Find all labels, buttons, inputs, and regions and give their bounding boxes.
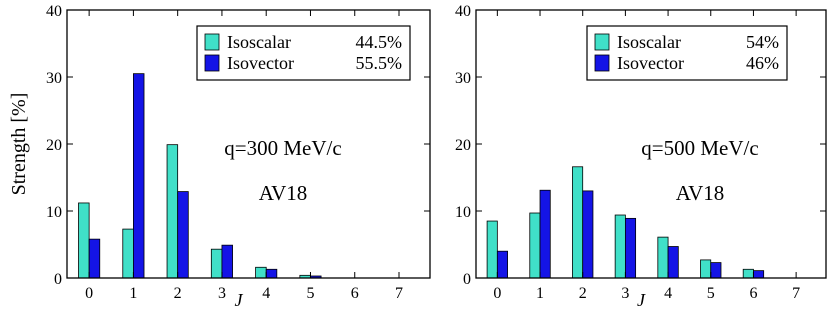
isovector-bar-J3 xyxy=(221,244,233,279)
isoscalar-bar-J3 xyxy=(210,248,223,279)
y-tick-label: 20 xyxy=(455,137,471,154)
isovector-bar-J5 xyxy=(710,262,722,279)
isoscalar-bar-J0 xyxy=(486,220,498,279)
x-tick-label: 1 xyxy=(536,285,544,302)
y-tick-label: 0 xyxy=(54,271,62,288)
x-tick-label: 7 xyxy=(792,285,800,302)
legend-entry-name: Isoscalar xyxy=(617,32,681,52)
isovector-bar-J1 xyxy=(539,189,551,279)
legend-entry-name: Isovector xyxy=(227,53,294,73)
isoscalar-bar-J2 xyxy=(166,144,179,279)
y-tick-label: 10 xyxy=(455,204,471,221)
legend-entry-percent: 46% xyxy=(746,53,779,73)
x-axis-label: J xyxy=(637,290,646,310)
legend-swatch-isovector xyxy=(594,54,610,72)
legend-entry-name: Isoscalar xyxy=(227,32,291,52)
legend-box xyxy=(196,25,411,81)
isoscalar-bar-J1 xyxy=(529,212,541,279)
x-tick-label: 4 xyxy=(262,285,270,302)
isoscalar-bar-J0 xyxy=(78,202,90,279)
isovector-bar-J1 xyxy=(133,73,145,279)
legend-swatch-isoscalar xyxy=(594,33,610,51)
x-tick-label: 5 xyxy=(707,285,715,302)
legend-entry-percent: 54% xyxy=(746,32,779,52)
plot-frame xyxy=(66,9,431,279)
x-tick-label: 6 xyxy=(351,285,359,302)
x-tick-label: 3 xyxy=(621,285,629,302)
momentum-annotation: q=500 MeV/c xyxy=(641,136,758,160)
x-tick-label: 5 xyxy=(306,285,314,302)
y-tick-label: 30 xyxy=(46,70,62,87)
isovector-bar-J2 xyxy=(582,190,594,279)
potential-annotation: AV18 xyxy=(676,181,725,205)
x-tick-label: 0 xyxy=(493,285,501,302)
isovector-bar-J0 xyxy=(88,238,101,279)
legend-swatch-isovector xyxy=(204,54,220,72)
legend-entry-percent: 55.5% xyxy=(356,53,403,73)
x-tick-label: 2 xyxy=(579,285,587,302)
isoscalar-bar-J1 xyxy=(122,228,134,279)
isoscalar-bar-J3 xyxy=(614,214,626,279)
legend-entry-name: Isovector xyxy=(617,53,684,73)
isovector-bar-J4 xyxy=(667,246,679,279)
y-axis-label: Strength [%] xyxy=(8,93,30,196)
x-tick-label: 0 xyxy=(85,285,93,302)
x-tick-label: 1 xyxy=(129,285,137,302)
legend-entry-percent: 44.5% xyxy=(356,32,403,52)
legend-swatch-isoscalar xyxy=(204,33,220,51)
isovector-bar-J6 xyxy=(753,270,765,279)
isovector-bar-J0 xyxy=(496,250,508,279)
x-tick-label: 4 xyxy=(664,285,672,302)
x-tick-label: 3 xyxy=(218,285,226,302)
isoscalar-bar-J5 xyxy=(700,259,712,279)
legend: Isoscalar 54% Isovector 46% xyxy=(586,25,788,81)
chart-panel-q300: 0 10 20 30 40 0 1 2 3 4 5 6 7 J Strength [%] q=300 MeV/… xyxy=(8,3,431,310)
isovector-bar-J4 xyxy=(265,268,278,279)
y-tick-label: 40 xyxy=(46,3,62,20)
isovector-bar-J2 xyxy=(177,191,189,279)
y-tick-label: 10 xyxy=(46,204,62,221)
plot-frame xyxy=(475,9,827,279)
x-axis-label: J xyxy=(235,290,244,310)
potential-annotation: AV18 xyxy=(259,181,308,205)
y-tick-label: 20 xyxy=(46,137,62,154)
isoscalar-bar-J6 xyxy=(742,268,754,279)
x-tick-label: 6 xyxy=(749,285,757,302)
isovector-bar-J3 xyxy=(624,217,637,279)
isoscalar-bar-J4 xyxy=(255,266,267,279)
chart-panel-q500: 0 10 20 30 40 0 1 2 3 4 5 6 7 Jq=500 MeV/c AV18 Isoscal… xyxy=(455,3,827,310)
isoscalar-bar-J4 xyxy=(657,236,669,279)
momentum-annotation: q=300 MeV/c xyxy=(224,136,341,160)
y-tick-label: 40 xyxy=(455,3,471,20)
x-tick-label: 7 xyxy=(395,285,403,302)
y-tick-label: 0 xyxy=(463,271,471,288)
legend: Isoscalar 44.5% Isovector 55.5% xyxy=(196,25,411,81)
y-tick-label: 30 xyxy=(455,70,471,87)
x-tick-label: 2 xyxy=(174,285,182,302)
isoscalar-bar-J2 xyxy=(572,166,584,279)
legend-box xyxy=(586,25,788,81)
